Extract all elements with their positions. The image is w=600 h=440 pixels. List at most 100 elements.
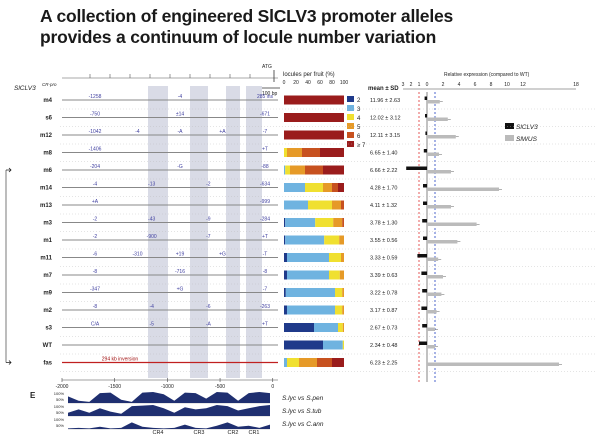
allele-name: WT <box>43 343 53 349</box>
locule-segment <box>285 288 335 297</box>
allele-name: s6 <box>45 116 52 122</box>
conservation-pct: 50% <box>56 423 64 428</box>
mutation-label: -G <box>177 164 183 170</box>
wus-expr-bar <box>427 205 451 209</box>
conservation-pct: 100% <box>54 404 65 409</box>
allele-name: fas <box>43 361 52 367</box>
clv3-expr-bar <box>425 131 427 135</box>
wus-expr-bar <box>427 327 435 331</box>
allele-name: m8 <box>43 151 52 157</box>
cr-shade-column <box>190 86 208 378</box>
rel-tick-left: 1 <box>418 82 421 88</box>
cr-region-label: CR4 <box>152 430 163 436</box>
locule-segment <box>284 165 286 175</box>
mutation-label: -716 <box>175 269 185 275</box>
mean-sd-header: mean ± SD <box>368 86 399 92</box>
locule-legend-label: 3 <box>357 107 361 113</box>
mean-sd-value: 3.78 ± 1.30 <box>370 221 397 227</box>
mutation-label: -6 <box>93 252 98 258</box>
allele-name: m4 <box>43 98 52 104</box>
title-line-2: provides a continuum of locule number va… <box>40 27 437 47</box>
mutation-label: -310 <box>132 252 142 258</box>
locule-segment <box>284 218 286 227</box>
locule-segment <box>284 235 286 245</box>
rel-tick-right: 2 <box>442 82 445 88</box>
mutation-label: ±14 <box>176 112 185 118</box>
conservation-pct: 50% <box>56 397 64 402</box>
allele-name: m2 <box>43 308 52 314</box>
wus-expr-bar <box>427 310 437 314</box>
rel-tick-left: 2 <box>410 82 413 88</box>
locule-legend-swatch <box>347 114 354 120</box>
mutation-label: 285 ins <box>257 94 274 100</box>
rel-tick-right: 4 <box>458 82 461 88</box>
mutation-label: -7 <box>263 129 268 135</box>
allele-name: m9 <box>43 291 52 297</box>
locule-segment <box>314 323 338 332</box>
wus-expr-bar <box>427 345 435 349</box>
mutation-label: -2 <box>93 234 98 240</box>
wus-expr-bar <box>427 257 439 261</box>
locule-segment <box>332 200 341 210</box>
mean-sd-value: 3.17 ± 0.87 <box>370 308 397 314</box>
title-part: promoter alleles <box>316 6 454 26</box>
mutation-label: +T <box>262 147 268 153</box>
allele-name: m11 <box>40 256 52 262</box>
clv3-expr-bar <box>422 324 427 328</box>
conservation-label: S.lyc vs C.ann <box>282 421 324 428</box>
locule-segment <box>342 323 344 332</box>
clv3-expr-bar <box>421 306 427 310</box>
locule-segment <box>342 340 344 350</box>
conservation-label: S.lyc vs S.pen <box>282 395 324 402</box>
mutation-label: +A <box>92 199 99 205</box>
wus-expr-bar <box>427 362 559 366</box>
clv3-expr-bar <box>422 289 427 293</box>
mean-sd-value: 3.33 ± 0.59 <box>370 256 397 262</box>
mutation-label: 294 kb inversion <box>102 357 139 363</box>
allele-name: m14 <box>40 186 53 192</box>
mean-sd-value: 2.34 ± 0.48 <box>370 343 397 349</box>
mutation-label: +T <box>262 234 268 240</box>
locule-segment <box>284 340 323 350</box>
locule-segment <box>302 148 320 157</box>
mean-sd-value: 12.02 ± 3.12 <box>370 116 401 122</box>
mutation-label: -7 <box>263 287 268 293</box>
locules-header: locules per fruit (%) <box>283 72 335 78</box>
mutation-label: C/A <box>91 322 100 328</box>
rel-tick-right: 6 <box>474 82 477 88</box>
title-part: A collection of engineered <box>40 6 258 26</box>
mutation-label: -1406 <box>89 147 102 153</box>
mutation-label: -999 <box>260 199 270 205</box>
conservation-track <box>68 422 270 429</box>
locules-tick: 80 <box>329 80 335 86</box>
mean-sd-value: 3.39 ± 0.63 <box>370 273 397 279</box>
conservation-label: S.lyc vs S.tub <box>282 408 322 415</box>
locules-tick: 40 <box>305 80 311 86</box>
mutation-label: -347 <box>90 287 100 293</box>
cr-shade-column <box>246 86 262 378</box>
allele-column-header: SlCLV3 <box>14 85 36 92</box>
locule-segment <box>308 200 332 210</box>
figure-title: A collection of engineered SlCLV3 promot… <box>40 6 453 48</box>
mean-sd-value: 11.96 ± 2.63 <box>370 98 400 104</box>
wus-expr-bar <box>427 275 443 279</box>
locule-legend-swatch <box>347 132 354 138</box>
rel-tick-right: 10 <box>504 82 510 88</box>
locule-segment <box>285 235 325 245</box>
mutation-label: -5 <box>149 322 154 328</box>
mean-sd-value: 6.66 ± 2.22 <box>370 168 397 174</box>
mutation-label: -9 <box>206 217 211 223</box>
rel-tick-left: 0 <box>426 82 429 88</box>
wus-expr-bar <box>427 292 442 296</box>
allele-name: m1 <box>43 238 52 244</box>
locule-segment <box>284 288 286 297</box>
mutation-label: -263 <box>260 304 270 310</box>
mean-sd-value: 3.55 ± 0.56 <box>370 238 397 244</box>
clv3-expr-bar <box>423 201 427 205</box>
mutation-label: +G <box>219 252 226 258</box>
locule-legend-label: 5 <box>357 125 361 131</box>
mutation-label: +T <box>262 322 268 328</box>
locule-segment <box>338 183 344 192</box>
position-tick-label: 0 <box>271 384 274 390</box>
mutation-label: -634 <box>260 182 270 188</box>
